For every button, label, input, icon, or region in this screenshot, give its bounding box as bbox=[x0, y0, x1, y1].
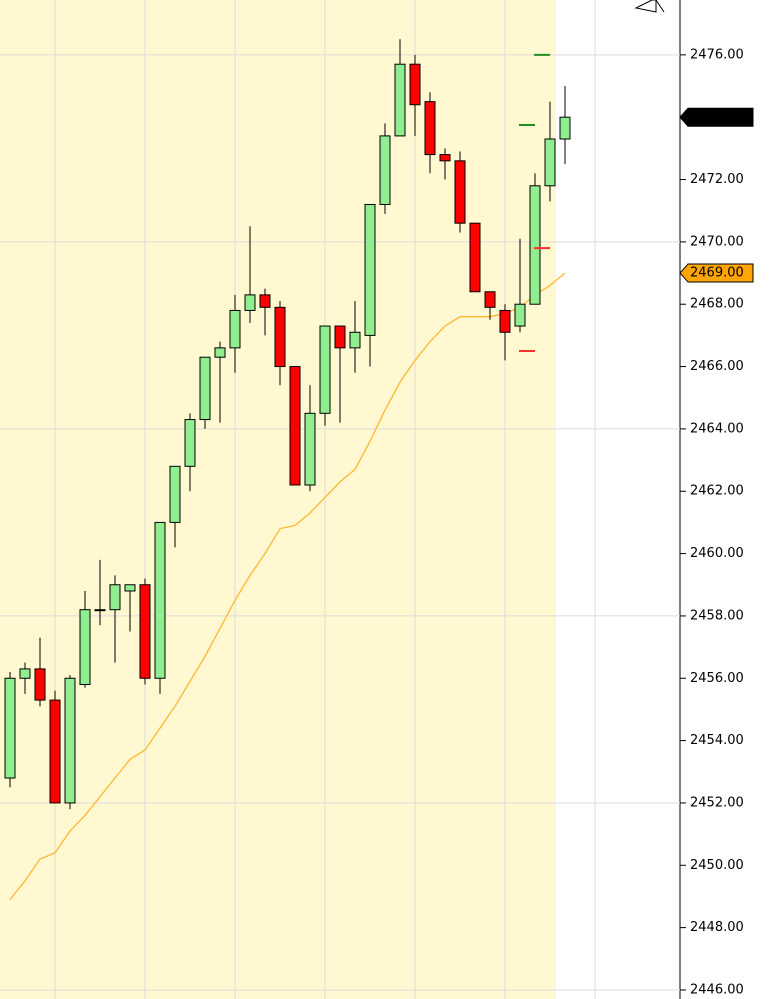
candle-body bbox=[334, 325, 346, 349]
candle-body bbox=[34, 668, 46, 701]
candle-body bbox=[274, 306, 286, 368]
candle-body bbox=[319, 325, 331, 414]
candle-body bbox=[559, 116, 571, 140]
y-tick-label: 2456.00 bbox=[690, 671, 744, 686]
candle-body bbox=[19, 668, 31, 679]
candle-body bbox=[289, 366, 301, 486]
candle-body bbox=[544, 138, 556, 187]
price-label: 2474.00 bbox=[690, 110, 744, 125]
candle-body bbox=[364, 203, 376, 336]
vertical-grid bbox=[54, 0, 596, 999]
y-tick-label: 2464.00 bbox=[690, 421, 744, 436]
candle-body bbox=[109, 584, 121, 611]
y-tick-label: 2472.00 bbox=[690, 172, 744, 187]
candle-body bbox=[49, 699, 61, 804]
y-tick-label: 2460.00 bbox=[690, 546, 744, 561]
candle-body bbox=[379, 135, 391, 205]
y-tick-label: 2466.00 bbox=[690, 359, 744, 374]
candle-body bbox=[94, 609, 106, 612]
y-tick-label: 2462.00 bbox=[690, 484, 744, 499]
candle-body bbox=[199, 356, 211, 421]
candle-body bbox=[304, 412, 316, 486]
candle-body bbox=[259, 294, 271, 308]
candle-body bbox=[139, 584, 151, 679]
session-background bbox=[0, 0, 556, 999]
candle-body bbox=[514, 303, 526, 327]
candle-body bbox=[394, 63, 406, 137]
y-tick-label: 2470.00 bbox=[690, 234, 744, 249]
candle-body bbox=[79, 609, 91, 685]
candle-body bbox=[484, 291, 496, 308]
price-label-box bbox=[679, 263, 754, 283]
candle-body bbox=[4, 677, 16, 779]
candle-body bbox=[244, 294, 256, 311]
scroll-icon bbox=[634, 0, 665, 13]
y-tick-label: 2450.00 bbox=[690, 858, 744, 873]
price-label: 2469.00 bbox=[690, 266, 744, 281]
candle-body bbox=[64, 677, 76, 804]
y-tick-label: 2458.00 bbox=[690, 608, 744, 623]
y-tick-label: 2454.00 bbox=[690, 733, 744, 748]
candle-body bbox=[169, 465, 181, 523]
candle-body bbox=[214, 347, 226, 358]
candle-body bbox=[154, 521, 166, 679]
price-label-box bbox=[679, 107, 754, 127]
candle-body bbox=[529, 185, 541, 305]
moving-average-line bbox=[9, 272, 566, 900]
candle-body bbox=[439, 154, 451, 162]
y-tick-label: 2476.00 bbox=[690, 47, 744, 62]
candle-body bbox=[454, 160, 466, 224]
candle-body bbox=[349, 331, 361, 349]
candle-body bbox=[184, 419, 196, 467]
candle-body bbox=[469, 222, 481, 293]
candle-body bbox=[424, 101, 436, 156]
candle-body bbox=[229, 309, 241, 349]
candle-body bbox=[124, 584, 136, 592]
candle-body bbox=[409, 63, 421, 106]
y-tick-label: 2468.00 bbox=[690, 297, 744, 312]
y-tick-label: 2452.00 bbox=[690, 795, 744, 810]
y-tick-label: 2448.00 bbox=[690, 920, 744, 935]
y-tick-label: 2446.00 bbox=[690, 982, 744, 997]
candle-body bbox=[499, 309, 511, 333]
